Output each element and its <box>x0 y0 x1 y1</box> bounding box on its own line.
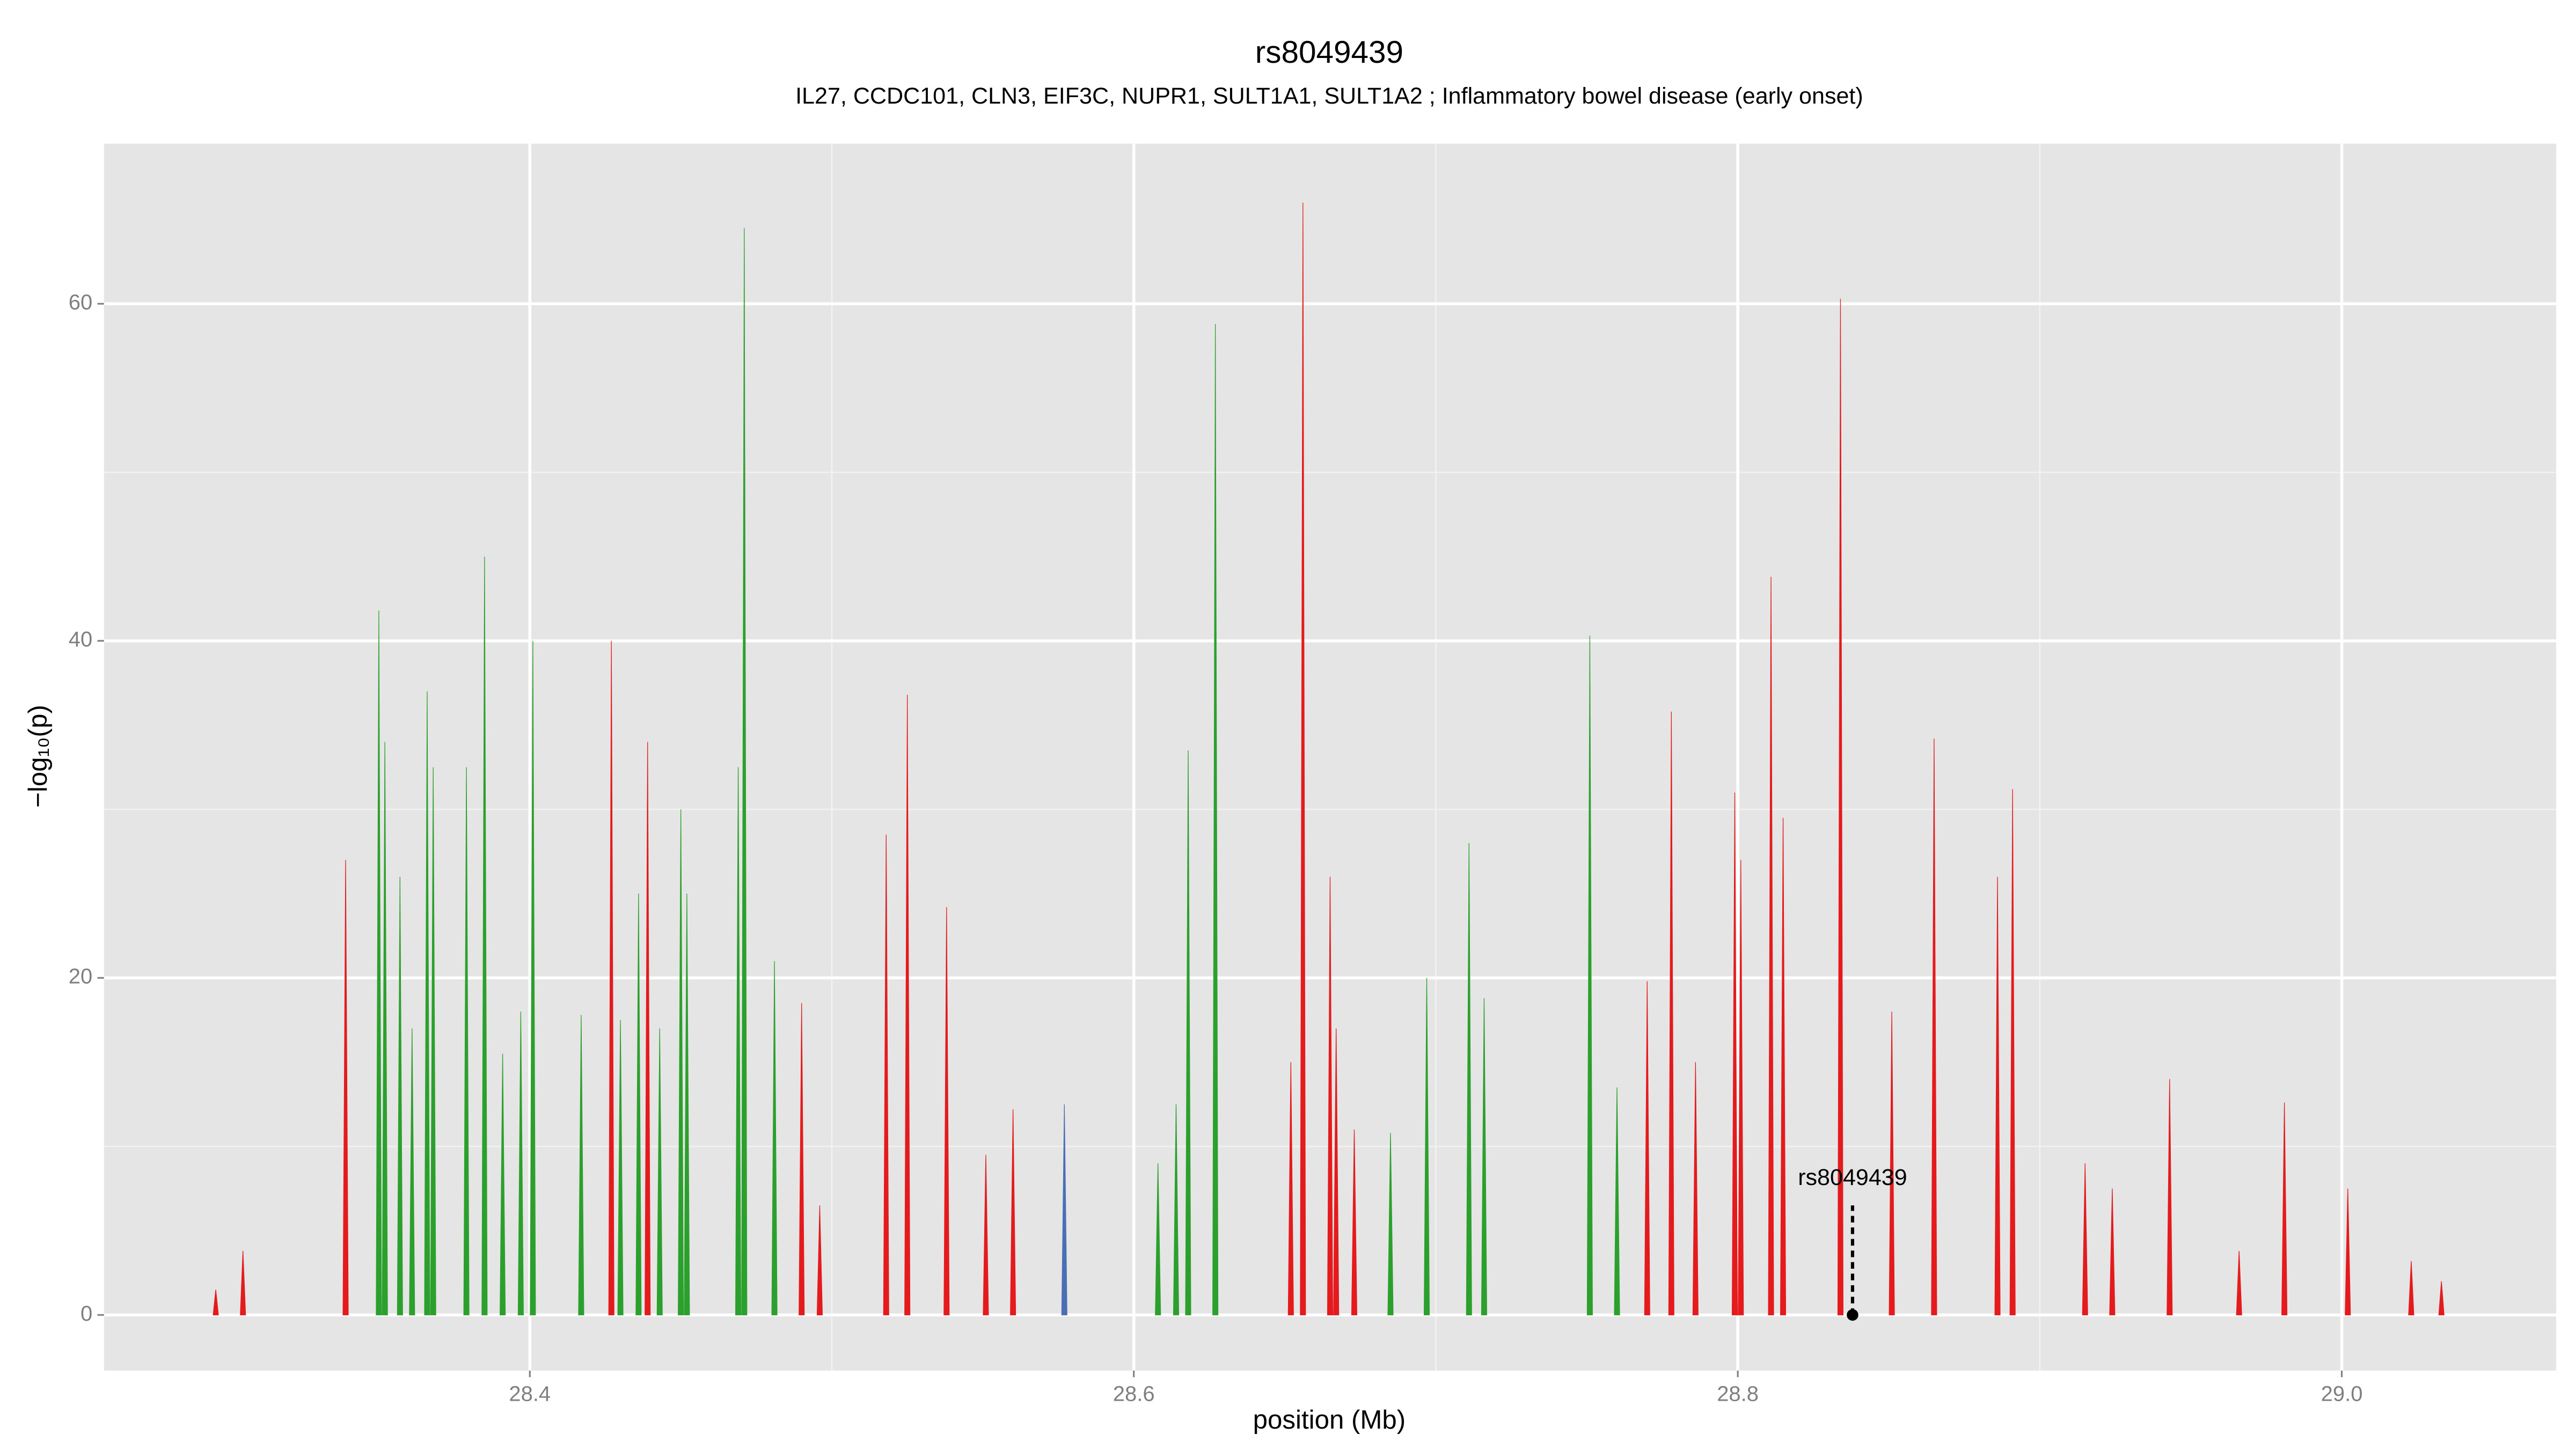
spike <box>684 894 690 1315</box>
spike <box>943 907 950 1315</box>
y-tick-label: 0 <box>80 1302 92 1326</box>
spike <box>1837 298 1843 1315</box>
spike <box>1768 576 1774 1315</box>
spike <box>2438 1281 2445 1315</box>
x-axis-label: position (Mb) <box>1253 1405 1406 1435</box>
spike <box>1300 202 1306 1315</box>
spike <box>735 767 742 1315</box>
spike <box>1351 1129 1358 1315</box>
x-tick-label: 29.0 <box>2321 1382 2363 1406</box>
spike <box>382 742 388 1315</box>
spike <box>240 1250 246 1315</box>
spike <box>1155 1163 1161 1315</box>
spike <box>1387 1133 1394 1315</box>
spike <box>1644 981 1650 1315</box>
spike <box>481 557 488 1315</box>
spike <box>1212 324 1219 1315</box>
spike <box>904 694 911 1315</box>
spike <box>1287 1062 1294 1315</box>
spike <box>608 641 614 1315</box>
spike <box>342 860 349 1315</box>
spike <box>1931 738 1937 1315</box>
x-tick-label: 28.8 <box>1717 1382 1759 1406</box>
spike <box>1586 635 1593 1315</box>
y-tick-label: 60 <box>69 291 93 314</box>
spike <box>2408 1261 2414 1315</box>
spike <box>2167 1079 2173 1315</box>
chart-title: rs8049439 <box>1255 35 1403 70</box>
spike <box>517 1011 524 1315</box>
spike <box>1466 843 1472 1315</box>
spike <box>1994 876 2001 1315</box>
spike <box>1780 817 1787 1315</box>
spike <box>645 742 651 1315</box>
spike <box>635 894 642 1315</box>
spike <box>2009 789 2016 1315</box>
spike <box>2109 1188 2116 1315</box>
spike <box>213 1290 219 1315</box>
y-tick-label: 40 <box>69 628 93 652</box>
spike <box>1481 998 1487 1315</box>
spike <box>741 228 748 1315</box>
spike <box>883 835 889 1315</box>
spike <box>424 691 430 1315</box>
spike <box>463 767 470 1315</box>
spike <box>500 1053 506 1315</box>
spike <box>656 1028 663 1315</box>
spike <box>376 610 382 1315</box>
spike <box>1668 711 1674 1315</box>
spike <box>2082 1163 2088 1315</box>
spike <box>1423 978 1430 1315</box>
spike <box>1173 1104 1180 1315</box>
annotation-point <box>1847 1309 1858 1321</box>
x-tick-label: 28.6 <box>1113 1382 1155 1406</box>
spike <box>983 1154 989 1315</box>
spike <box>617 1020 624 1315</box>
y-tick-label: 20 <box>69 965 93 989</box>
spike <box>1327 876 1334 1315</box>
chart-subtitle: IL27, CCDC101, CLN3, EIF3C, NUPR1, SULT1… <box>795 83 1863 109</box>
spike <box>2281 1102 2288 1315</box>
spike <box>1731 792 1738 1315</box>
spike <box>1614 1087 1620 1315</box>
spike <box>2236 1250 2242 1315</box>
spike <box>771 961 778 1315</box>
y-axis-label: −log₁₀(p) <box>23 705 53 808</box>
spike <box>678 809 684 1315</box>
spike <box>1061 1104 1067 1315</box>
spike <box>578 1015 584 1315</box>
spike <box>430 767 436 1315</box>
spike <box>1185 750 1191 1315</box>
spike <box>1010 1109 1016 1315</box>
spike <box>409 1028 415 1315</box>
spike <box>816 1205 823 1315</box>
x-tick-label: 28.4 <box>509 1382 551 1406</box>
spike <box>397 876 403 1315</box>
spike <box>2345 1188 2351 1315</box>
spike <box>1692 1062 1699 1315</box>
spike <box>530 641 536 1315</box>
spike <box>799 1003 805 1315</box>
spike <box>1889 1011 1895 1315</box>
annotation-label: rs8049439 <box>1798 1165 1907 1190</box>
spike <box>1333 1028 1340 1315</box>
spike <box>1738 860 1744 1315</box>
